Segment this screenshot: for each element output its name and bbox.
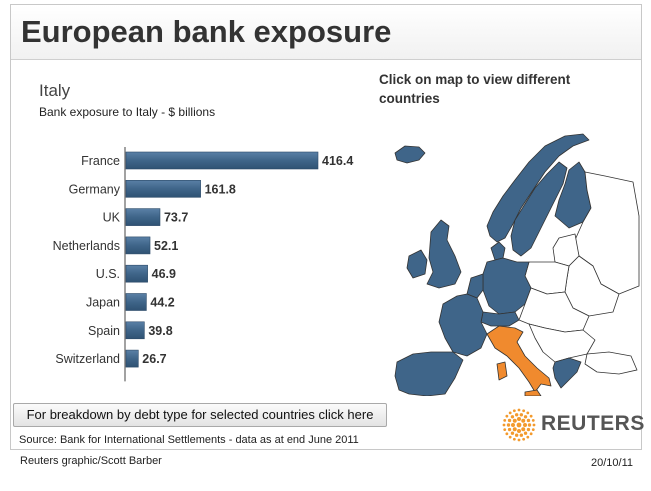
bar-value-label: 39.8	[148, 324, 172, 338]
map-country-central-europe[interactable]	[518, 287, 590, 333]
map-country-italy[interactable]	[486, 325, 552, 393]
map-country-switzerland[interactable]	[480, 311, 520, 327]
bar-value-label: 416.4	[322, 154, 353, 168]
bar-spain	[125, 321, 145, 340]
map-instruction: Click on map to view different countries	[379, 72, 571, 106]
graphic-panel: European bank exposure Italy Bank exposu…	[10, 4, 644, 450]
bar-us	[125, 264, 148, 283]
bar-value-label: 73.7	[164, 211, 188, 225]
bar-value-label: 52.1	[154, 239, 178, 253]
map-panel: Click on map to view different countries	[369, 61, 644, 449]
header-bar: European bank exposure	[11, 5, 641, 60]
reuters-dot-ring-icon	[502, 408, 536, 442]
bar-chart: France 416.4 Germany 161.8 UK 73.7 Netherlands…	[53, 147, 353, 382]
source-note: Source: Bank for International Settlemen…	[19, 434, 359, 446]
bar-value-label: 44.2	[150, 296, 174, 310]
map-country-germany[interactable]	[482, 257, 532, 315]
bar-value-label: 161.8	[205, 182, 236, 196]
map-country-spain[interactable]	[394, 351, 464, 396]
reuters-logo-text: REUTERS	[541, 412, 645, 435]
bar-category-label: U.S.	[96, 267, 120, 281]
map-country-uk[interactable]	[426, 219, 462, 289]
bar-category-label: Spain	[88, 324, 120, 338]
bar-category-label: Japan	[86, 296, 120, 310]
bar-value-label: 46.9	[152, 267, 176, 281]
map-country-denmark[interactable]	[490, 241, 506, 261]
bar-category-label: Switzerland	[55, 352, 120, 366]
chart-subtitle: Bank exposure to Italy - $ billions	[39, 105, 216, 119]
graphic-date: 20/10/11	[590, 457, 633, 469]
bar-germany	[125, 179, 201, 198]
map-country-netherlands[interactable]	[466, 273, 484, 299]
bar-category-label: France	[81, 154, 120, 168]
map-country-france[interactable]	[438, 293, 488, 357]
map-country-italy-sicily[interactable]	[524, 389, 542, 396]
map-country-ireland[interactable]	[406, 249, 428, 279]
bar-uk	[125, 208, 161, 226]
bar-switzerland	[125, 349, 139, 368]
europe-map[interactable]	[369, 116, 641, 396]
bar-category-label: Netherlands	[53, 239, 120, 253]
bar-category-label: UK	[103, 211, 121, 225]
map-country-turkey[interactable]	[584, 351, 638, 375]
debt-breakdown-button[interactable]: For breakdown by debt type for selected …	[13, 403, 387, 427]
bar-france	[125, 151, 319, 170]
map-country-greece[interactable]	[552, 357, 582, 389]
bar-japan	[125, 293, 147, 311]
map-country-norway[interactable]	[486, 133, 590, 243]
graphic-credit: Reuters graphic/Scott Barber	[20, 455, 162, 467]
chart-country-title: Italy	[39, 81, 71, 100]
bar-value-label: 26.7	[142, 352, 166, 366]
map-country-iceland[interactable]	[394, 145, 426, 164]
map-country-sweden[interactable]	[510, 161, 568, 257]
bar-category-label: Germany	[69, 182, 121, 196]
reuters-logo: REUTERS	[501, 405, 644, 445]
bar-netherlands	[125, 236, 151, 255]
page-title: European bank exposure	[21, 14, 392, 49]
map-country-italy-sardinia[interactable]	[496, 361, 508, 381]
chart-panel: Italy Bank exposure to Italy - $ billion…	[11, 61, 387, 449]
